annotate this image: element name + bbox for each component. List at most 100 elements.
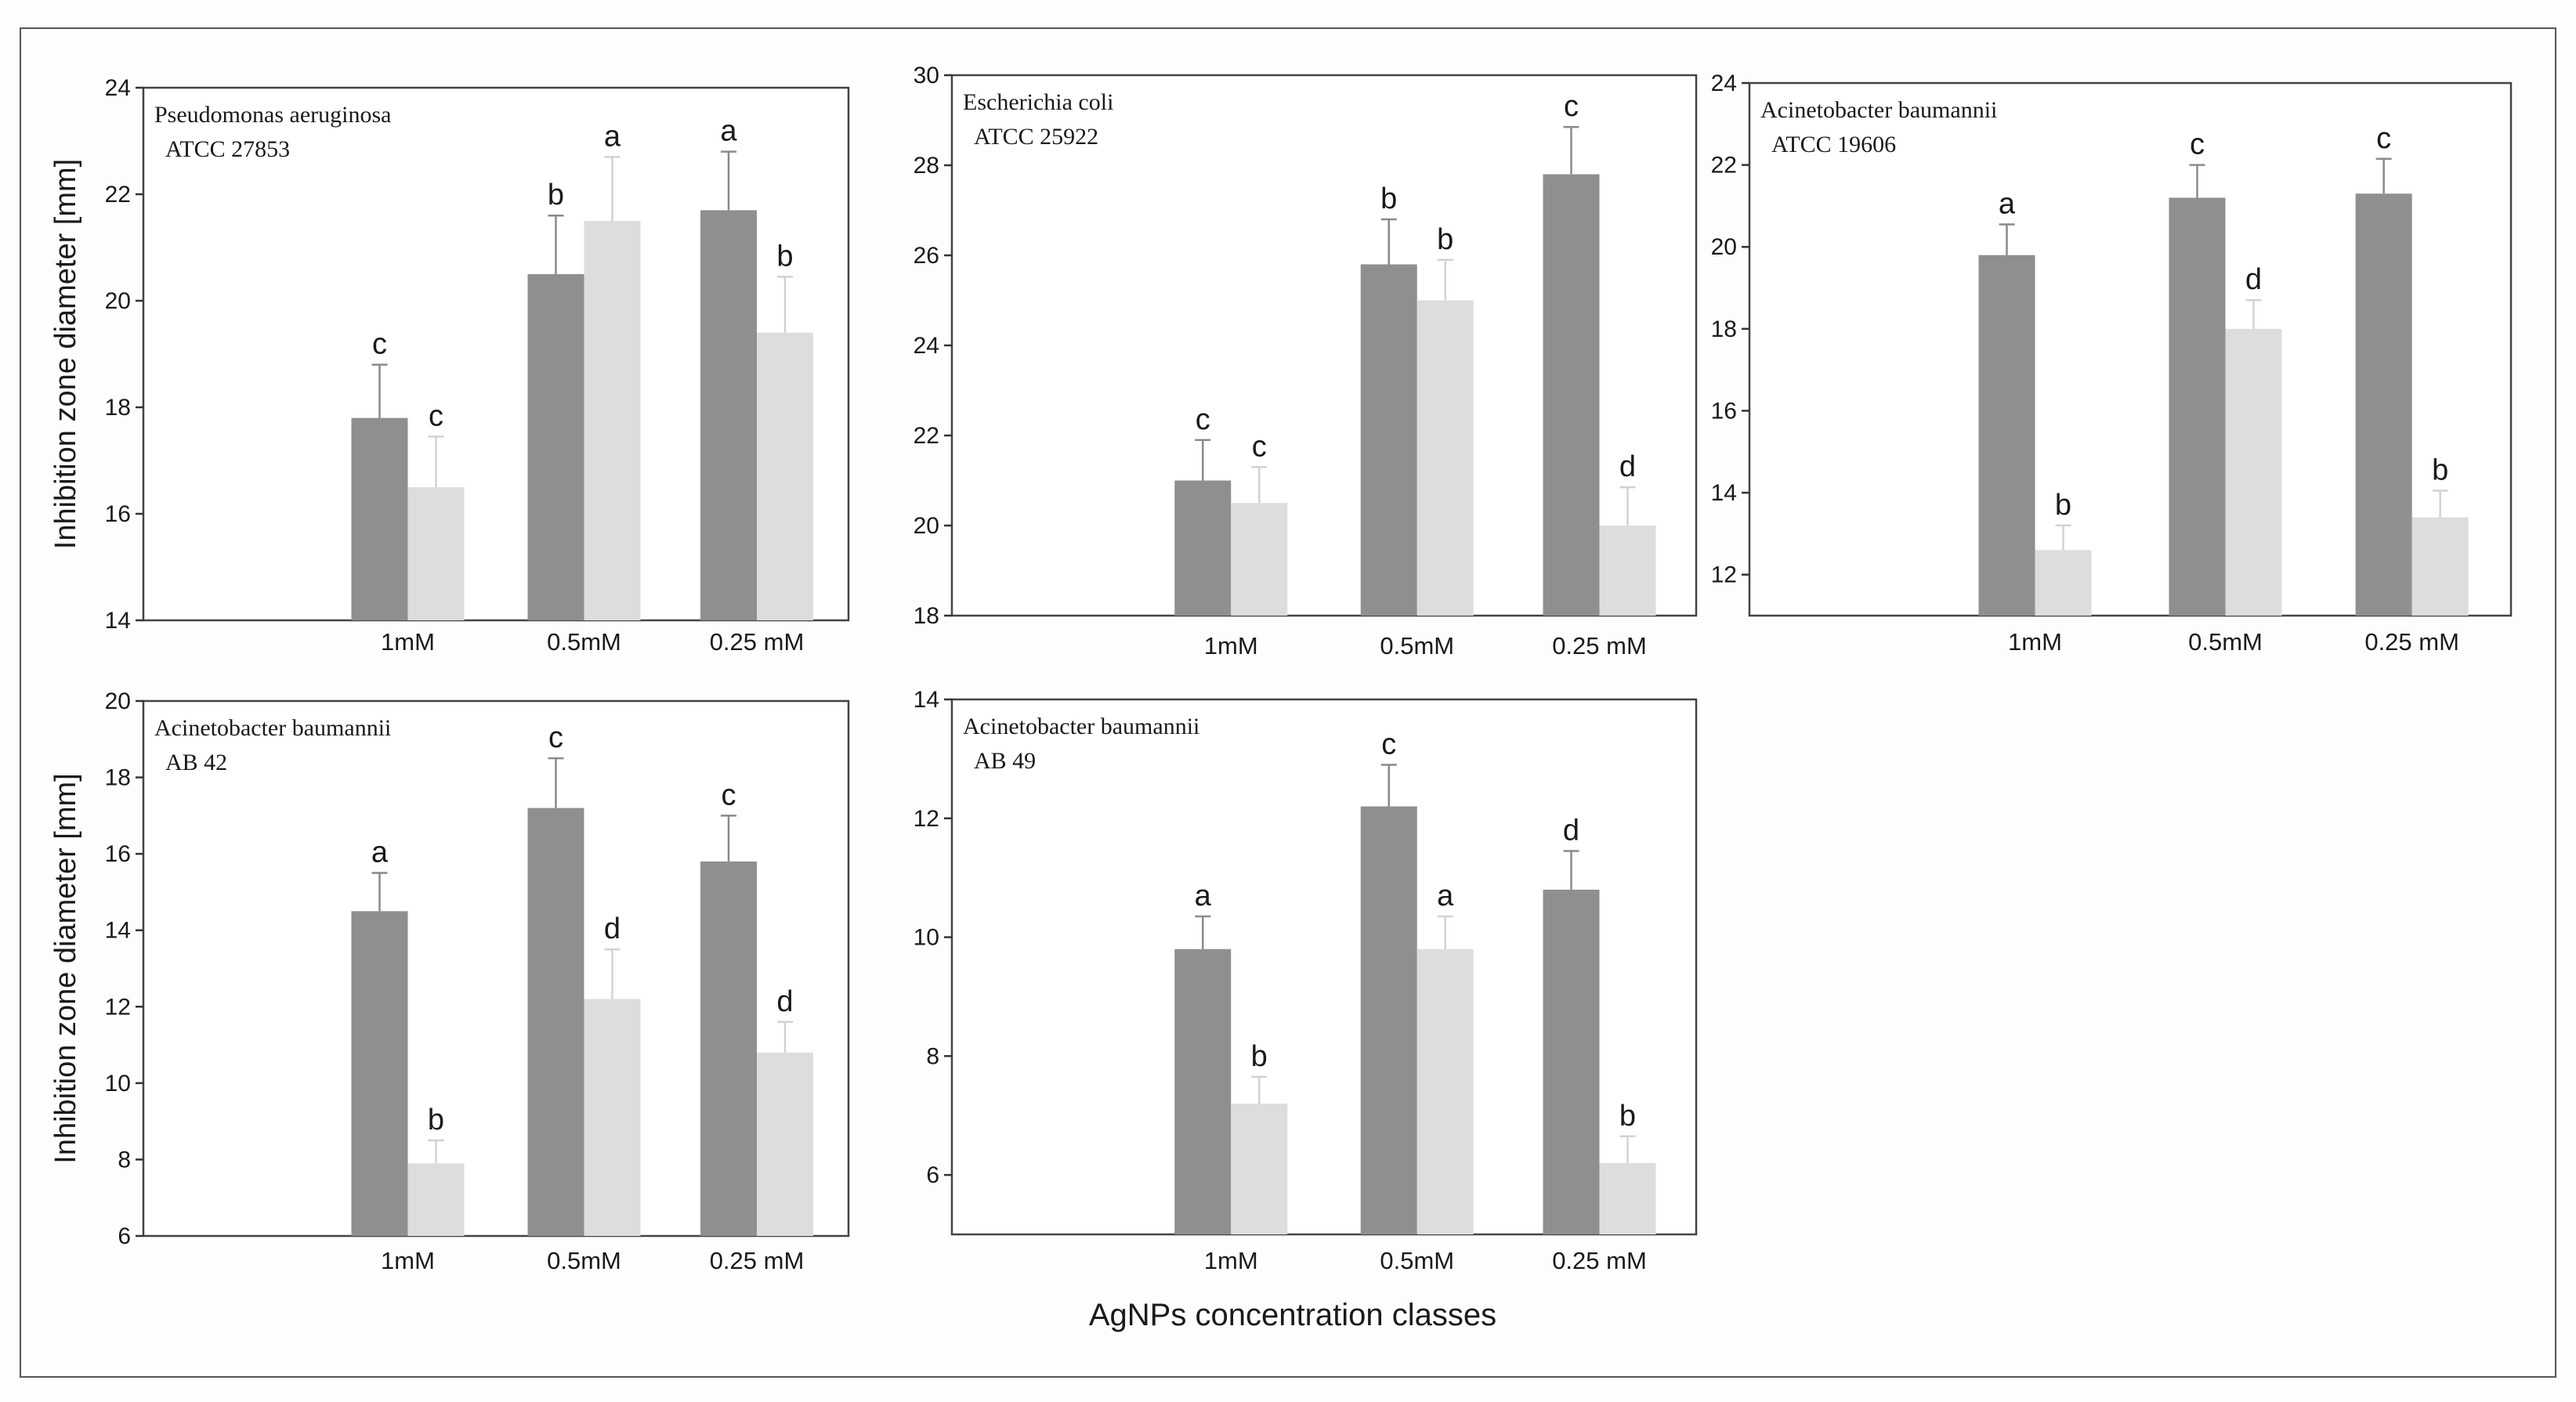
chart-panel-3: 12 14 16 18 20 22 24 a b 1mM c d 0.5mM c b 0.25 mM Acine… [1711, 70, 2513, 656]
x-axis-title: AgNPs concentration classes [1089, 1298, 1496, 1332]
significance-letter: b [2055, 489, 2071, 522]
y-tick-label: 20 [1711, 234, 1737, 260]
y-tick-label: 14 [105, 608, 131, 634]
category-label: 1mM [381, 628, 435, 656]
significance-letter: a [604, 120, 621, 153]
significance-letter: d [2245, 263, 2262, 296]
category-label: 0.5mM [1380, 1247, 1454, 1274]
y-tick-label: 10 [105, 1071, 131, 1097]
strain-label: ATCC 27853 [165, 136, 290, 162]
bar-series-light [2411, 517, 2469, 616]
bar-series-light [1416, 300, 1474, 616]
strain-label: AB 49 [974, 748, 1036, 774]
y-tick-label: 18 [105, 395, 131, 421]
bar-series-light [407, 1163, 465, 1236]
significance-letter: c [1196, 403, 1210, 436]
bar-series-dark [2169, 197, 2226, 616]
category-label: 1mM [1204, 632, 1258, 659]
significance-letter: c [722, 779, 736, 811]
significance-letter: b [1437, 223, 1453, 256]
bar-series-light [1231, 1104, 1288, 1234]
category-label: 0.25 mM [710, 628, 805, 656]
category-label: 1mM [1204, 1247, 1258, 1274]
significance-letter: c [1252, 430, 1267, 463]
significance-letter: c [2190, 128, 2205, 161]
bar-series-light [407, 487, 465, 620]
category-label: 0.25 mM [2364, 628, 2459, 656]
bar-series-dark [527, 274, 584, 620]
significance-letter: c [1564, 90, 1579, 123]
significance-letter: c [1381, 728, 1396, 761]
bar-series-dark [351, 417, 408, 620]
bar-series-light [1599, 526, 1656, 616]
significance-letter: c [372, 328, 387, 361]
category-label: 0.5mM [1380, 632, 1454, 659]
category-label: 0.25 mM [1552, 632, 1647, 659]
y-tick-label: 8 [926, 1043, 939, 1069]
y-tick-label: 14 [914, 687, 939, 713]
y-tick-label: 16 [105, 501, 131, 527]
bar-series-light [2225, 328, 2282, 616]
y-tick-label: 8 [118, 1147, 131, 1173]
significance-letter: b [1251, 1040, 1268, 1073]
bar-series-dark [527, 808, 584, 1236]
strain-label: ATCC 19606 [1771, 132, 1896, 157]
bar-series-dark [351, 911, 408, 1236]
significance-letter: b [2432, 453, 2448, 486]
significance-letter: d [1563, 815, 1579, 847]
significance-letter: b [776, 240, 793, 273]
significance-letter: a [371, 837, 389, 869]
y-tick-label: 20 [105, 688, 131, 714]
chart-panel-1: 14 16 18 20 22 24 c c 1mM b a 0.5mM a b 0.25 mM Pseudom… [49, 75, 850, 656]
y-tick-label: 20 [105, 288, 131, 314]
y-tick-label: 12 [914, 806, 939, 832]
bar-series-dark [700, 861, 757, 1236]
y-tick-label: 14 [105, 918, 131, 944]
bar-series-light [584, 221, 641, 620]
y-tick-label: 10 [914, 925, 939, 951]
y-tick-label: 30 [914, 63, 939, 89]
y-tick-label: 22 [105, 182, 131, 208]
y-tick-label: 12 [105, 994, 131, 1020]
category-label: 0.5mM [547, 628, 621, 656]
significance-letter: a [1195, 880, 1212, 912]
significance-letter: d [1619, 450, 1636, 483]
bar-series-dark [1978, 255, 2035, 616]
category-label: 0.5mM [547, 1247, 621, 1274]
significance-letter: c [429, 399, 443, 432]
y-tick-label: 22 [1711, 153, 1737, 179]
category-label: 0.5mM [2188, 628, 2263, 656]
y-tick-label: 6 [118, 1223, 131, 1249]
significance-letter: b [428, 1104, 444, 1136]
bar-series-light [757, 1052, 813, 1236]
category-label: 0.25 mM [710, 1247, 805, 1274]
y-axis-title: Inhibition zone diameter [mm] [49, 159, 82, 549]
chart-panel-4: 6 8 10 12 14 16 18 20 a b 1mM c d 0.5mM c d 0.25 mM Acine… [49, 688, 850, 1274]
y-tick-label: 24 [914, 333, 939, 359]
bar-series-dark [2355, 193, 2412, 616]
significance-letter: b [1380, 182, 1397, 215]
significance-letter: b [548, 179, 564, 211]
y-tick-label: 14 [1711, 480, 1737, 506]
bar-series-dark [1543, 174, 1600, 616]
significance-letter: a [1437, 880, 1454, 912]
y-tick-label: 24 [1711, 70, 1737, 96]
species-label: Acinetobacter baumannii [154, 715, 391, 741]
y-tick-label: 18 [914, 603, 939, 629]
category-label: 1mM [381, 1247, 435, 1274]
category-label: 1mM [2008, 628, 2062, 656]
figure-frame [20, 27, 2556, 1378]
significance-letter: b [1619, 1100, 1636, 1133]
y-tick-label: 16 [1711, 398, 1737, 424]
bar-series-dark [1174, 480, 1232, 616]
significance-letter: a [720, 115, 737, 148]
y-tick-label: 26 [914, 243, 939, 269]
bar-series-light [1416, 949, 1474, 1234]
strain-label: AB 42 [165, 750, 227, 775]
bar-series-dark [700, 210, 757, 620]
bar-series-dark [1543, 889, 1600, 1234]
y-tick-label: 18 [1711, 316, 1737, 342]
chart-panel-5: 6 8 10 12 14 a b 1mM c a 0.5mM d b 0.25 mM Acinetobact… [914, 687, 1698, 1274]
species-label: Acinetobacter baumannii [1760, 97, 1997, 123]
y-tick-label: 16 [105, 841, 131, 867]
